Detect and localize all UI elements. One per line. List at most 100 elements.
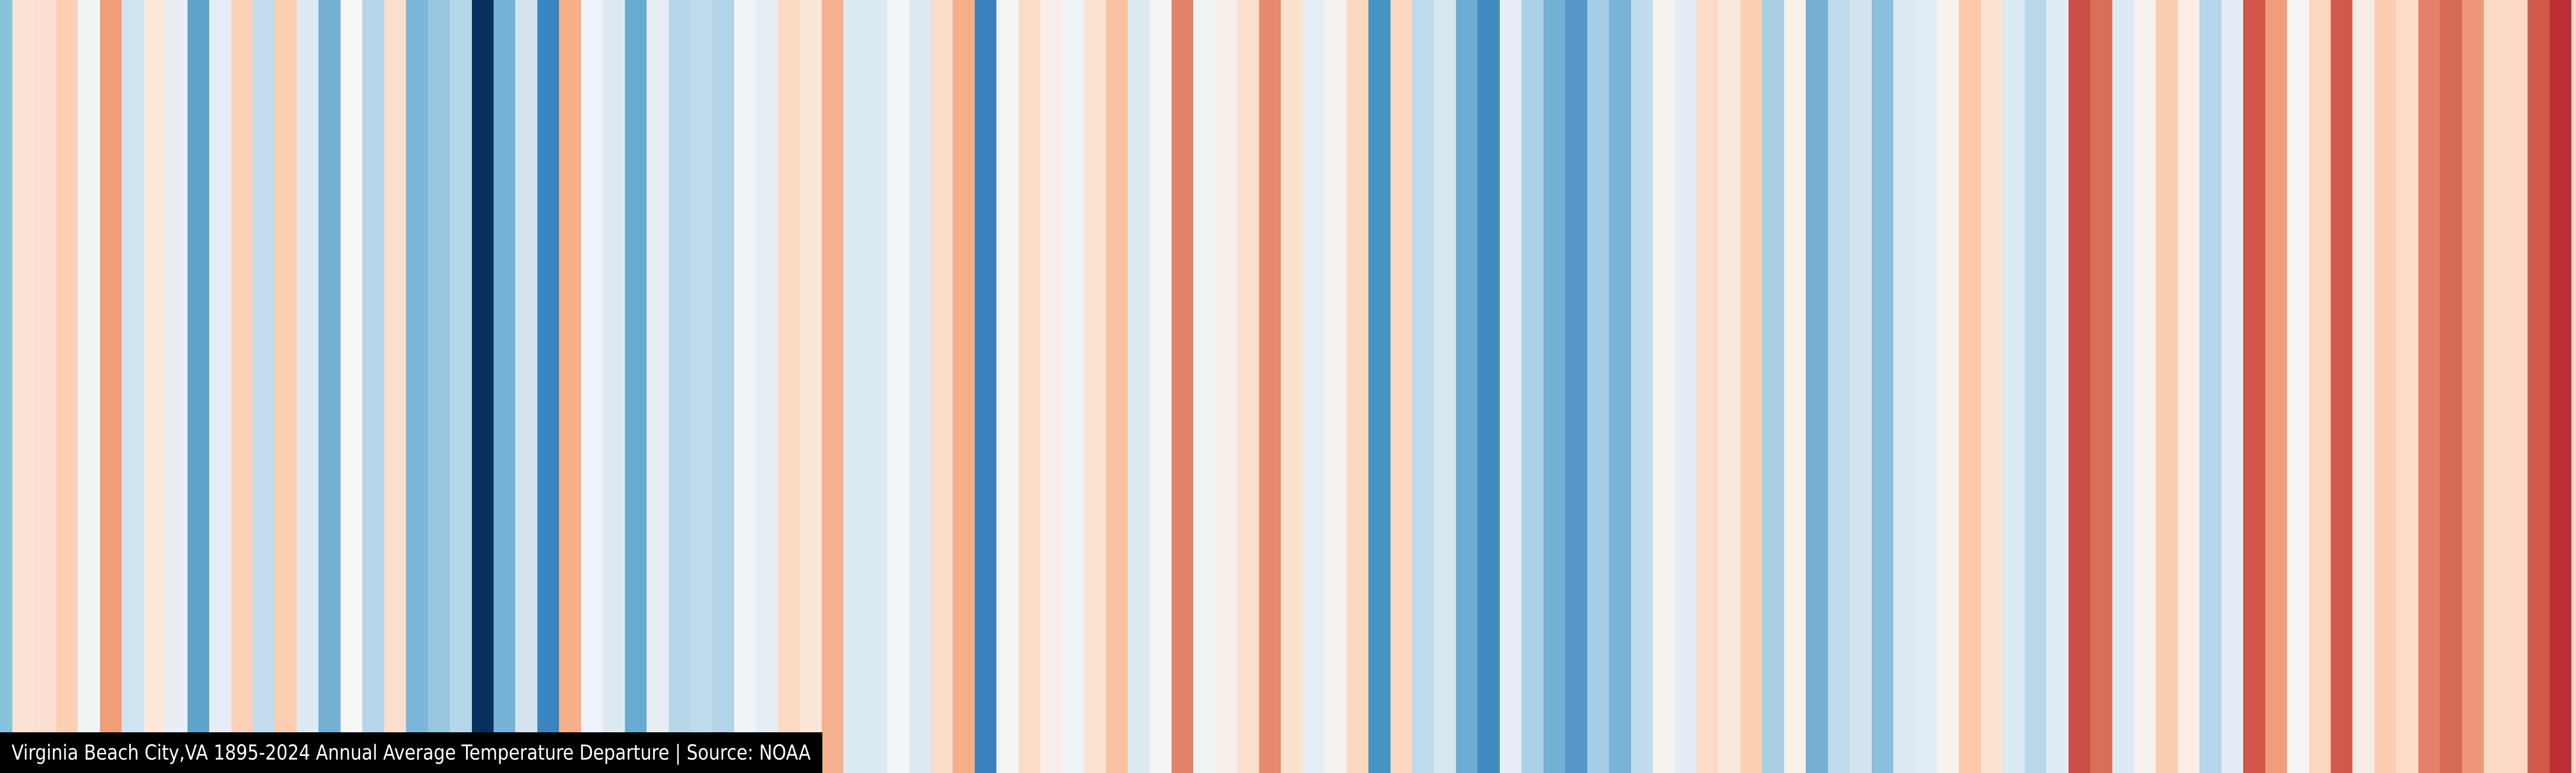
stripe-1920 (537, 0, 560, 773)
stripe-1955 (1302, 0, 1325, 773)
stripe-1992 (2112, 0, 2134, 773)
stripe-1926 (668, 0, 691, 773)
stripe-1973 (1696, 0, 1719, 773)
stripe-1895 (0, 0, 12, 773)
stripe-1960 (1412, 0, 1434, 773)
stripe-1914 (406, 0, 428, 773)
stripe-2012 (2549, 0, 2572, 773)
stripe-1936 (887, 0, 909, 773)
stripe-1942 (1018, 0, 1041, 773)
stripe-1984 (1937, 0, 1959, 773)
stripe-2001 (2309, 0, 2331, 773)
stripe-1950 (1193, 0, 1215, 773)
stripe-1941 (996, 0, 1019, 773)
stripe-2006 (2418, 0, 2441, 773)
stripe-1939 (953, 0, 975, 773)
stripe-2003 (2352, 0, 2375, 773)
stripe-1948 (1149, 0, 1172, 773)
stripe-1981 (1871, 0, 1893, 773)
stripe-1954 (1281, 0, 1303, 773)
stripe-1928 (712, 0, 734, 773)
stripe-1989 (2046, 0, 2069, 773)
chart-caption: Virginia Beach City,VA 1895-2024 Annual … (0, 732, 822, 773)
stripe-1900 (99, 0, 122, 773)
stripe-1990 (2068, 0, 2091, 773)
stripe-1952 (1237, 0, 1259, 773)
stripe-1937 (909, 0, 931, 773)
stripe-1991 (2090, 0, 2112, 773)
stripe-2011 (2528, 0, 2550, 773)
stripe-1931 (777, 0, 800, 773)
stripe-1899 (78, 0, 100, 773)
stripe-2000 (2287, 0, 2309, 773)
stripe-1964 (1499, 0, 1522, 773)
stripe-1975 (1740, 0, 1762, 773)
stripe-1993 (2133, 0, 2156, 773)
stripe-1917 (471, 0, 494, 773)
stripe-2008 (2462, 0, 2484, 773)
stripe-1969 (1609, 0, 1631, 773)
stripe-1963 (1478, 0, 1500, 773)
stripe-2004 (2374, 0, 2397, 773)
stripe-1996 (2199, 0, 2222, 773)
stripe-1965 (1521, 0, 1544, 773)
stripe-1938 (931, 0, 953, 773)
stripe-1916 (450, 0, 472, 773)
stripe-1930 (756, 0, 778, 773)
stripe-1971 (1652, 0, 1675, 773)
stripe-1982 (1893, 0, 1916, 773)
stripe-1909 (296, 0, 319, 773)
stripe-1949 (1172, 0, 1194, 773)
stripe-1986 (1980, 0, 2003, 773)
stripe-2007 (2440, 0, 2462, 773)
stripe-1903 (165, 0, 188, 773)
stripe-1906 (231, 0, 253, 773)
stripe-1896 (12, 0, 35, 773)
stripe-2002 (2331, 0, 2353, 773)
stripe-1905 (209, 0, 231, 773)
stripe-1953 (1259, 0, 1281, 773)
stripe-1999 (2265, 0, 2287, 773)
stripe-1933 (821, 0, 844, 773)
stripe-1966 (1543, 0, 1566, 773)
stripe-1945 (1084, 0, 1106, 773)
stripe-1908 (275, 0, 297, 773)
stripe-1985 (1959, 0, 1981, 773)
stripe-1951 (1215, 0, 1238, 773)
stripe-1912 (362, 0, 384, 773)
stripe-1957 (1346, 0, 1369, 773)
stripe-1962 (1455, 0, 1478, 773)
stripe-1998 (2243, 0, 2265, 773)
stripe-1967 (1565, 0, 1587, 773)
stripe-1956 (1325, 0, 1347, 773)
stripe-2010 (2505, 0, 2528, 773)
stripe-1946 (1106, 0, 1128, 773)
stripe-1977 (1784, 0, 1806, 773)
stripe-1983 (1915, 0, 1937, 773)
stripe-1901 (122, 0, 144, 773)
stripe-1902 (143, 0, 166, 773)
stripe-1925 (647, 0, 669, 773)
stripe-1988 (2024, 0, 2047, 773)
stripe-1929 (734, 0, 756, 773)
stripe-1959 (1390, 0, 1412, 773)
stripe-1932 (800, 0, 822, 773)
stripe-2009 (2484, 0, 2506, 773)
stripe-1974 (1718, 0, 1740, 773)
stripe-1927 (690, 0, 713, 773)
stripe-1913 (384, 0, 406, 773)
stripe-1935 (865, 0, 888, 773)
stripe-1978 (1806, 0, 1828, 773)
stripe-1943 (1040, 0, 1062, 773)
stripe-1958 (1368, 0, 1391, 773)
stripe-1922 (581, 0, 603, 773)
stripe-1904 (187, 0, 210, 773)
stripe-1995 (2177, 0, 2200, 773)
stripe-1961 (1434, 0, 1456, 773)
stripe-1907 (252, 0, 275, 773)
stripe-1976 (1762, 0, 1784, 773)
stripe-1897 (34, 0, 56, 773)
stripe-1911 (340, 0, 363, 773)
